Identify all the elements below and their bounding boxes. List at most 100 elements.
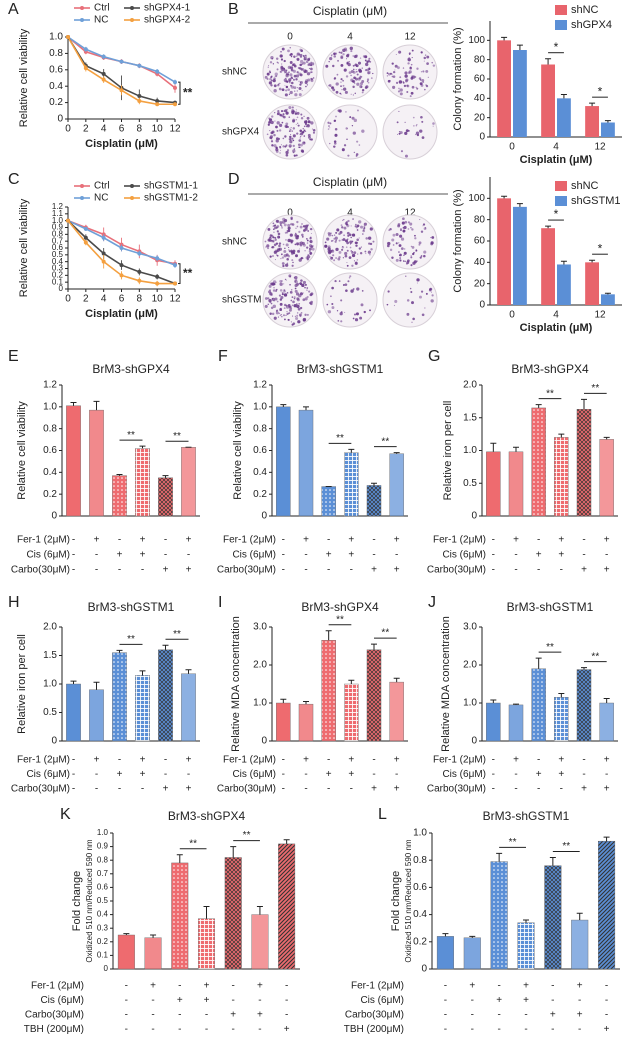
colony <box>289 140 293 144</box>
colony <box>354 63 358 67</box>
colony <box>331 286 334 290</box>
colony <box>283 283 285 285</box>
colony <box>292 78 295 81</box>
colony <box>389 72 392 75</box>
colony <box>300 143 303 147</box>
bar <box>389 681 404 742</box>
colony <box>343 144 347 147</box>
colony <box>369 60 372 63</box>
colony <box>288 116 291 118</box>
colony <box>272 289 276 292</box>
colony <box>340 81 342 83</box>
condition-label: Carbo(30μM) <box>427 784 486 795</box>
colony-plate <box>382 272 438 328</box>
colony <box>299 137 301 139</box>
colony <box>279 224 282 226</box>
significance-label: ** <box>173 629 181 640</box>
colony <box>304 56 306 59</box>
data-point <box>83 226 88 231</box>
colony <box>424 88 426 91</box>
chart-title: BrM3-shGPX4 <box>511 362 589 376</box>
colony <box>285 72 289 76</box>
colony <box>268 299 272 303</box>
condition-sign: + <box>163 565 169 576</box>
colony <box>418 243 421 246</box>
colony <box>285 314 287 317</box>
colony <box>306 84 309 86</box>
y-axis-label: Relative MDA concentration <box>230 616 242 752</box>
colony <box>268 284 272 288</box>
colony <box>355 312 359 316</box>
colony <box>343 68 347 72</box>
colony <box>337 257 341 261</box>
colony <box>289 239 293 243</box>
colony <box>295 303 298 306</box>
error-bar <box>176 854 183 863</box>
colony <box>268 81 272 85</box>
colony <box>340 63 344 67</box>
data-point <box>155 102 160 107</box>
colony <box>284 84 286 86</box>
column-label: 4 <box>347 32 353 43</box>
legend-marker <box>130 196 134 200</box>
colony <box>407 71 411 75</box>
colony <box>287 226 291 230</box>
colony <box>348 60 350 63</box>
colony <box>356 140 359 143</box>
colony <box>425 84 429 88</box>
colony <box>404 121 406 124</box>
row-label: shGPX4 <box>222 127 260 138</box>
bar <box>531 668 546 742</box>
colony <box>346 262 348 264</box>
colony <box>290 289 293 291</box>
colony <box>291 81 294 85</box>
colony <box>280 55 283 57</box>
colony <box>278 244 281 248</box>
y-tick-label: 0.6 <box>97 883 109 892</box>
colony <box>399 234 403 238</box>
colony <box>299 59 304 64</box>
condition-sign: - <box>95 550 98 561</box>
condition-label: Carbo(30μM) <box>217 784 276 795</box>
colony <box>296 312 299 314</box>
colony <box>359 82 364 86</box>
colony <box>279 289 283 292</box>
colony <box>431 294 434 297</box>
condition-sign: - <box>327 784 330 795</box>
colony <box>279 282 283 286</box>
colony <box>327 128 330 130</box>
colony <box>267 247 270 250</box>
colony <box>402 67 405 69</box>
colony <box>356 287 360 291</box>
colony <box>299 133 301 135</box>
colony <box>305 130 307 133</box>
colony <box>308 250 311 253</box>
colony <box>277 316 279 318</box>
colony <box>398 132 401 135</box>
colony <box>363 310 366 314</box>
colony <box>421 120 424 123</box>
colony <box>296 90 299 92</box>
colony <box>275 242 279 245</box>
y-tick-label: 0.6 <box>253 445 267 456</box>
significance-label: ** <box>591 383 599 394</box>
colony <box>405 78 409 82</box>
colony <box>399 88 403 92</box>
condition-label: Fer-1 (2μM) <box>17 755 70 766</box>
condition-sign: - <box>372 535 375 546</box>
condition-sign: - <box>141 784 144 795</box>
x-axis-label: Cisplatin (μM) <box>85 138 158 150</box>
colony <box>298 242 302 246</box>
colony <box>298 230 301 233</box>
colony <box>301 131 305 134</box>
colony <box>336 228 340 232</box>
colony <box>406 312 410 316</box>
colony <box>419 129 423 133</box>
bar <box>508 704 524 742</box>
condition-sign: - <box>95 565 98 576</box>
colony <box>338 239 341 242</box>
condition-sign: - <box>372 769 375 780</box>
colony <box>271 115 274 118</box>
data-point <box>173 281 177 286</box>
colony <box>361 88 365 92</box>
